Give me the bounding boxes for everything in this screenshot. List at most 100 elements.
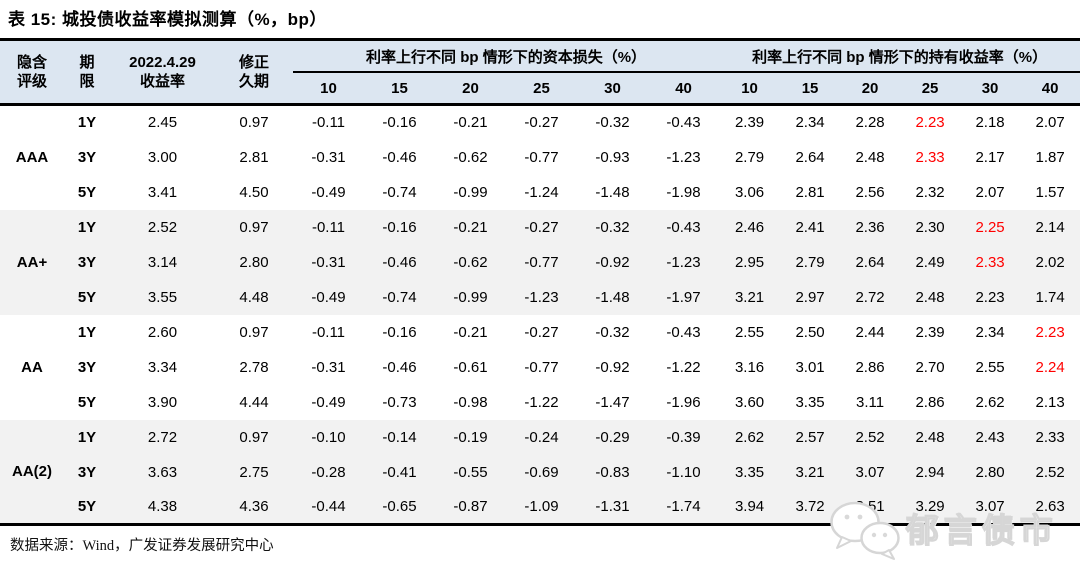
holding-yield-cell: 2.23 [915,114,945,132]
holding-yield-cell: 3.72 [780,489,841,525]
capital-loss-cell: -0.69 [506,454,577,490]
capital-loss-cell: -0.93 [595,148,630,166]
capital-loss-cell: -0.49 [293,279,364,315]
holding-yield-cell: 2.57 [780,419,841,455]
col-group-holding-yield: 利率上行不同 bp 情形下的持有收益率（%） [719,39,1080,73]
capital-loss-cell: -0.77 [506,244,577,280]
col-header-term: 期 限 [64,39,110,106]
holding-yield-cell: 2.52 [1020,454,1080,490]
holding-yield-cell: 2.32 [915,183,945,201]
holding-yield-cell: 2.34 [795,114,825,132]
duration-cell: 0.97 [215,419,293,455]
table-row: AA+ 1Y 2.52 0.97 -0.11 -0.16 -0.21 -0.27 -0.32 -0… [0,209,1080,315]
yield-cell: 3.00 [147,148,178,166]
holding-yield-cell: 2.50 [795,323,825,341]
holding-yield-cell: 2.44 [855,323,885,341]
term-cell: 5Y [77,393,97,411]
yield-cell: 3.63 [110,454,215,490]
capital-loss-cell: -1.23 [648,244,720,280]
capital-loss-cell: -1.22 [666,358,701,376]
duration-cell: 0.97 [215,209,293,245]
holding-yield-cell: 3.07 [960,489,1021,525]
holding-yield-cell: 2.23 [1035,323,1065,341]
yield-simulation-table: 隐含 评级 期 限 2022.4.29 收益率 修正 久期 利率上行不同 bp … [0,38,1080,526]
col-group-capital-loss: 利率上行不同 bp 情形下的资本损失（%） [293,39,720,73]
yield-cell: 4.38 [110,489,215,525]
holding-yield-cell: 2.80 [960,454,1021,490]
capital-loss-cell: -0.14 [364,419,435,455]
capital-loss-cell: -0.74 [364,279,435,315]
holding-yield-cell: 2.95 [719,244,781,280]
duration-cell: 4.48 [215,279,293,315]
capital-loss-cell: -0.31 [311,358,346,376]
term-cell: 1Y [77,323,97,341]
duration-cell: 2.81 [239,148,269,166]
holding-yield-cell: 2.14 [1020,209,1080,245]
capital-loss-cell: -0.99 [453,183,488,201]
holding-yield-cell: 2.48 [900,419,961,455]
yield-cell: 3.90 [147,393,178,411]
bp-col-header: 15 [364,72,435,106]
capital-loss-cell: -0.11 [293,209,364,245]
capital-loss-cell: -0.49 [311,393,346,411]
holding-yield-cell: 2.33 [915,148,945,166]
capital-loss-cell: -0.32 [595,323,630,341]
capital-loss-cell: -0.77 [524,358,559,376]
capital-loss-cell: -0.39 [648,419,720,455]
holding-yield-cell: 2.24 [1035,358,1065,376]
capital-loss-cell: -0.11 [311,114,346,132]
capital-loss-cell: -0.16 [382,114,417,132]
table-title: 表 15: 城投债收益率模拟测算（%，bp） [8,10,327,29]
capital-loss-cell: -0.98 [453,393,488,411]
capital-loss-cell: -0.21 [453,323,488,341]
rating-cell: AAA [15,149,49,167]
table-row: 5Y 3.90 4.44 -0.49 -0.73 -0.98 -1.22 -1.47 -1.96… [0,385,1080,420]
capital-loss-cell: -1.96 [666,393,701,411]
holding-yield-cell: 2.62 [719,419,781,455]
holding-yield-cell: 2.48 [900,279,961,315]
term-cell: 1Y [77,114,97,132]
capital-loss-cell: -0.16 [382,323,417,341]
holding-yield-cell: 1.74 [1020,279,1080,315]
holding-yield-cell: 2.18 [975,114,1005,132]
holding-yield-cell: 2.79 [780,244,841,280]
holding-yield-cell: 2.36 [840,209,901,245]
holding-yield-cell: 2.72 [840,279,901,315]
capital-loss-cell: -0.46 [364,244,435,280]
capital-loss-cell: -0.29 [577,419,648,455]
bp-col-header: 15 [780,72,841,106]
capital-loss-cell: -0.43 [666,323,701,341]
holding-yield-cell: 3.21 [719,279,781,315]
holding-yield-cell: 3.29 [900,489,961,525]
holding-yield-cell: 2.23 [960,279,1021,315]
yield-cell: 3.14 [110,244,215,280]
table-row: AA(2) 1Y 2.72 0.97 -0.10 -0.14 -0.19 -0.24 -0.29… [0,419,1080,525]
capital-loss-cell: -0.21 [453,114,488,132]
holding-yield-cell: 3.06 [734,183,765,201]
capital-loss-cell: -0.55 [435,454,506,490]
holding-yield-cell: 2.55 [975,358,1005,376]
holding-yield-cell: 2.02 [1020,244,1080,280]
rating-cell: AA+ [0,209,64,315]
holding-yield-cell: 3.11 [856,393,885,411]
holding-yield-cell: 2.64 [795,148,825,166]
capital-loss-cell: -0.31 [311,148,346,166]
duration-cell: 2.78 [239,358,269,376]
holding-yield-cell: 2.94 [900,454,961,490]
term-cell: 5Y [77,183,97,201]
capital-loss-cell: -0.62 [435,244,506,280]
holding-yield-cell: 2.86 [915,393,945,411]
capital-loss-cell: -0.61 [453,358,488,376]
capital-loss-cell: -0.11 [311,323,346,341]
holding-yield-cell: 2.39 [915,323,945,341]
duration-cell: 4.44 [239,393,269,411]
bp-col-header: 20 [840,72,901,106]
table-row: 5Y 3.41 4.50 -0.49 -0.74 -0.99 -1.24 -1.48 -1.98… [0,175,1080,210]
holding-yield-cell: 2.55 [734,323,765,341]
capital-loss-cell: -0.19 [435,419,506,455]
term-cell: 3Y [64,244,110,280]
rating-cell: AA(2) [0,419,64,525]
holding-yield-cell: 3.94 [719,489,781,525]
holding-yield-cell: 2.43 [960,419,1021,455]
capital-loss-cell: -0.31 [293,244,364,280]
